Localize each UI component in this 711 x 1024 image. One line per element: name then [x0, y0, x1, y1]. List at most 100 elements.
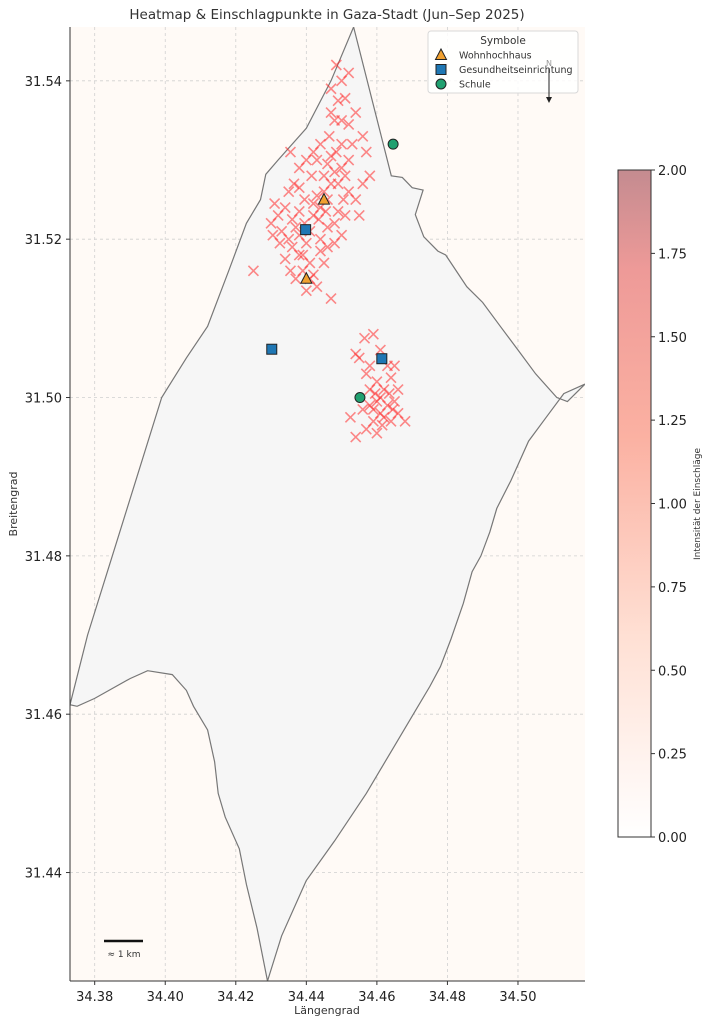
impact-point	[306, 170, 318, 182]
apartment-tower-marker	[300, 271, 313, 284]
colorbar-tick-label: 0.25	[658, 748, 687, 763]
x-tick-label: 34.48	[429, 990, 466, 1005]
impact-point	[321, 241, 334, 253]
x-tick-label: 34.50	[499, 990, 536, 1005]
impact-point	[320, 205, 332, 218]
impact-point	[293, 205, 305, 218]
colorbar-tick-label: 0.75	[658, 581, 687, 596]
y-tick-label: 31.50	[25, 392, 62, 407]
chart-title: Heatmap & Einschlagpunkte in Gaza-Stadt …	[129, 7, 524, 23]
health-facility-marker	[376, 353, 388, 365]
impact-point	[376, 419, 388, 431]
impact-point	[392, 384, 404, 396]
impact-point	[350, 194, 362, 206]
gaza-city-boundary	[70, 27, 585, 981]
impact-point	[247, 265, 259, 277]
north-arrow-head	[546, 97, 552, 103]
colorbar-tick-label: 2.00	[658, 164, 687, 179]
impact-point	[358, 332, 371, 344]
impact-point	[360, 146, 372, 158]
impact-point	[293, 182, 305, 194]
impact-point	[344, 411, 356, 423]
impact-point	[293, 249, 305, 261]
impact-point	[318, 257, 330, 269]
impact-point	[343, 154, 355, 166]
impact-point	[279, 253, 291, 265]
impact-point	[299, 194, 311, 206]
north-arrow: N	[546, 59, 552, 103]
legend-entry-label: Gesundheitseinrichtung	[459, 65, 573, 76]
impact-point	[337, 194, 349, 206]
impact-point	[321, 158, 334, 170]
impact-point	[318, 170, 330, 182]
impact-point	[357, 403, 369, 415]
north-arrow-label: N	[546, 59, 552, 68]
health-facility-marker	[266, 343, 278, 355]
impact-point	[388, 360, 401, 372]
school-marker	[387, 138, 399, 150]
impact-point	[311, 154, 323, 166]
y-tick-label: 31.48	[25, 550, 62, 565]
impact-point	[385, 372, 397, 384]
legend-box	[427, 30, 579, 94]
impact-point	[378, 384, 390, 396]
x-axis-ticks: 34.38 34.40 34.42 34.44 34.46 34.48 34.50	[76, 981, 537, 1005]
impact-point	[336, 138, 348, 150]
impact-point	[328, 217, 341, 229]
health-facility-marker	[300, 224, 312, 236]
impact-point	[383, 387, 395, 400]
impact-point	[267, 229, 279, 241]
impact-point	[321, 221, 334, 233]
legend-entries: Wohnhochhaus Gesundheitseinrichtung Schule	[434, 47, 573, 91]
school-marker	[354, 392, 366, 404]
impact-point	[297, 249, 309, 261]
legend-marker-square	[435, 64, 447, 75]
impact-point	[284, 146, 297, 158]
impact-point	[290, 221, 302, 233]
legend-marker-circle	[435, 78, 447, 90]
impact-point	[350, 348, 362, 360]
x-tick-label: 34.42	[217, 990, 254, 1005]
impact-point	[290, 273, 302, 285]
legend-entry-label: Wohnhochhaus	[459, 51, 532, 62]
impact-point	[367, 328, 379, 340]
impact-point	[284, 265, 297, 277]
impact-point	[387, 403, 399, 415]
apartment-tower-marker	[317, 192, 331, 205]
colorbar-tick-label: 0.50	[658, 664, 687, 679]
x-tick-label: 34.46	[358, 990, 395, 1005]
impact-point	[367, 403, 379, 415]
impact-point	[265, 217, 277, 229]
impact-point	[339, 209, 351, 221]
colorbar-tick-label: 0.00	[658, 831, 687, 846]
impact-point	[332, 95, 344, 107]
y-axis-ticks: 31.44 31.46 31.48 31.50 31.52 31.54	[25, 75, 70, 882]
legend-title: Symbole	[480, 35, 526, 47]
x-tick-label: 34.40	[147, 990, 184, 1005]
impact-point	[279, 201, 291, 214]
impact-point	[323, 130, 335, 142]
colorbar-gradient	[617, 169, 652, 838]
impact-point	[343, 118, 355, 130]
impact-point	[332, 205, 344, 218]
impact-point	[369, 387, 381, 400]
impact-point	[371, 427, 383, 439]
impact-point	[339, 92, 351, 104]
impact-point	[336, 114, 348, 126]
impact-point	[350, 106, 362, 119]
y-axis-label: Breitengrad	[7, 472, 20, 537]
colorbar-ticks: 0.00 0.25 0.50 0.75 1.00 1.25 1.50 1.75 2.00	[651, 164, 687, 846]
impact-point	[364, 384, 376, 396]
impact-point	[364, 360, 376, 372]
x-tick-label: 34.38	[76, 990, 113, 1005]
impact-point	[325, 106, 337, 119]
impact-point	[353, 209, 365, 221]
impact-point	[360, 423, 372, 435]
colorbar-tick-label: 1.50	[658, 331, 687, 346]
legend-marker-triangle	[434, 47, 448, 60]
plot-frame	[69, 27, 585, 982]
impact-point	[346, 138, 358, 150]
impact-point	[307, 197, 319, 210]
y-tick-label: 31.52	[25, 233, 62, 248]
impact-point	[343, 67, 355, 79]
